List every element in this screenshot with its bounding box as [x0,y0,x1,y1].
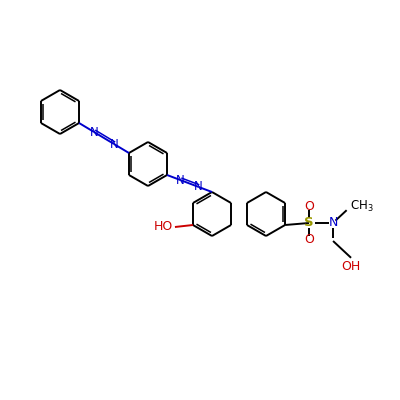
Text: N: N [110,138,118,150]
Text: N: N [194,180,203,193]
Text: O: O [304,200,314,213]
Text: N: N [90,126,98,138]
Text: N: N [328,216,338,230]
Text: OH: OH [342,260,361,273]
Text: CH$_3$: CH$_3$ [350,199,374,214]
Text: HO: HO [154,220,173,234]
Text: S: S [304,216,314,230]
Text: O: O [304,233,314,246]
Text: N: N [176,174,185,186]
